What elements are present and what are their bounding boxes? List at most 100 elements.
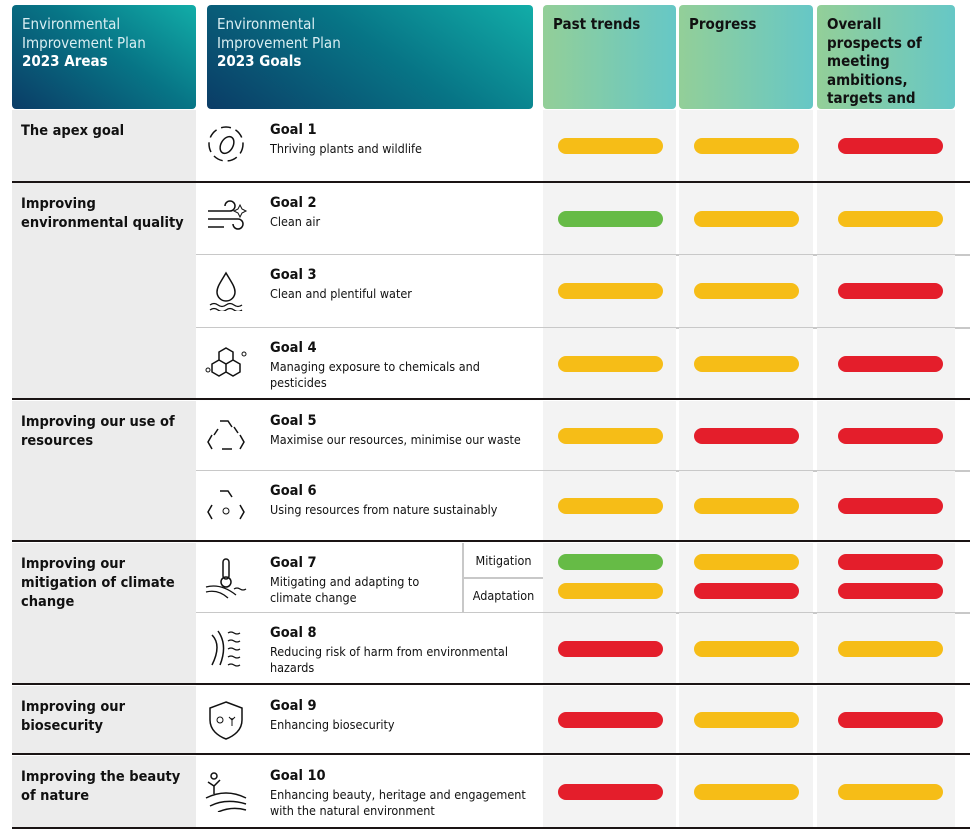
- thermometer-icon: [205, 558, 247, 599]
- status-pill-red: [838, 355, 943, 372]
- sub-goal-label: Adaptation: [462, 578, 543, 612]
- area-label: Improving our use of resources: [12, 401, 196, 541]
- status-pill-amber: [558, 427, 663, 444]
- goal-description: Mitigating and adapting to climate chang…: [270, 574, 420, 605]
- landscape-icon: [205, 772, 247, 812]
- status-pill-amber: [694, 640, 799, 657]
- status-pill-amber: [558, 583, 663, 600]
- hazards-icon: [211, 630, 241, 667]
- area-divider: [12, 181, 970, 183]
- recycle-icon: [207, 420, 245, 450]
- goal-description: Reducing risk of harm from environmental…: [270, 644, 508, 675]
- area-label: Improving environmental quality: [12, 183, 196, 399]
- header-text: 2023 Areas: [22, 52, 108, 70]
- goal-title: Goal 8: [270, 625, 317, 641]
- status-pill-amber: [558, 355, 663, 372]
- header-text: Improvement Plan: [22, 33, 146, 52]
- status-pill-red: [838, 138, 943, 154]
- goal-description: Thriving plants and wildlife: [270, 141, 422, 156]
- goal-title: Goal 6: [270, 483, 317, 499]
- goal-title: Goal 9: [270, 698, 317, 714]
- status-pill-amber: [838, 210, 943, 227]
- status-pill-amber: [838, 784, 943, 800]
- goal-cell: Goal 3 Clean and plentiful water: [196, 255, 543, 327]
- status-pill-green: [558, 210, 663, 227]
- status-pill-red: [838, 583, 943, 600]
- status-pill-amber: [694, 554, 799, 571]
- status-pill-red: [838, 554, 943, 571]
- recycle-nature-icon: [207, 490, 245, 520]
- status-pill-red: [558, 712, 663, 728]
- goal-cell: Goal 5 Maximise our resources, minimise …: [196, 401, 543, 470]
- goal-cell: Goal 9 Enhancing biosecurity: [196, 686, 543, 754]
- goal-title: Goal 1: [270, 122, 317, 138]
- status-pill-red: [838, 283, 943, 299]
- goal-title: Goal 10: [270, 768, 326, 784]
- header-past-trends: Past trends: [543, 5, 676, 109]
- header-progress: Progress: [679, 5, 813, 109]
- status-pill-amber: [558, 138, 663, 154]
- divider: [462, 577, 543, 579]
- goal-title: Goal 2: [270, 195, 317, 211]
- status-pill-amber: [694, 138, 799, 154]
- status-pill-amber: [694, 498, 799, 514]
- goal-title: Goal 4: [270, 340, 317, 356]
- area-label: The apex goal: [12, 110, 196, 182]
- goal-cell: Goal 1 Thriving plants and wildlife: [196, 110, 543, 182]
- status-pill-amber: [694, 784, 799, 800]
- goal-cell: Goal 4 Managing exposure to chemicals an…: [196, 328, 543, 399]
- status-pill-amber: [558, 283, 663, 299]
- area-divider: [12, 827, 970, 829]
- goal-title: Goal 5: [270, 413, 317, 429]
- area-divider: [12, 683, 970, 685]
- status-pill-amber: [558, 498, 663, 514]
- area-divider: [12, 753, 970, 755]
- water-drop-icon: [209, 271, 243, 311]
- goal-cell: Goal 10 Enhancing beauty, heritage and e…: [196, 756, 543, 828]
- area-divider: [12, 398, 970, 400]
- header-text: 2023 Goals: [217, 52, 302, 70]
- area-label: Improving the beauty of nature: [12, 756, 196, 828]
- goal-description: Enhancing beauty, heritage and engagemen…: [270, 787, 526, 818]
- status-pill-amber: [694, 283, 799, 299]
- goal-description: Enhancing biosecurity: [270, 717, 395, 732]
- status-pill-green: [558, 554, 663, 571]
- area-label: Improving our mitigation of climate chan…: [12, 543, 196, 684]
- status-pill-amber: [694, 210, 799, 227]
- status-pill-red: [838, 427, 943, 444]
- goal-cell: Goal 7 Mitigating and adapting to climat…: [196, 543, 461, 612]
- goal-description: Clean air: [270, 214, 321, 229]
- goal-cell: Goal 2 Clean air: [196, 183, 543, 254]
- header-overall-prospects: Overall prospects of meeting ambitions, …: [817, 5, 955, 126]
- goal-title: Goal 3: [270, 267, 317, 283]
- status-pill-amber: [694, 355, 799, 372]
- goal-title: Goal 7: [270, 555, 317, 571]
- goal-cell: Goal 6 Using resources from nature susta…: [196, 471, 543, 541]
- header-text: Environmental: [217, 15, 316, 33]
- biosecurity-shield-icon: [209, 701, 243, 740]
- header-text: Environmental: [22, 15, 121, 33]
- header-areas: Environmental Improvement Plan 2023 Area…: [12, 5, 196, 109]
- chemicals-icon: [205, 347, 247, 377]
- clean-air-icon: [208, 200, 248, 230]
- sub-goal-label: Mitigation: [462, 543, 543, 577]
- status-pill-red: [838, 498, 943, 514]
- goal-cell: Goal 8 Reducing risk of harm from enviro…: [196, 613, 543, 684]
- status-pill-red: [558, 640, 663, 657]
- header-goals: Environmental Improvement Plan 2023 Goal…: [207, 5, 533, 109]
- status-pill-red: [694, 583, 799, 600]
- status-pill-red: [558, 784, 663, 800]
- area-divider: [12, 540, 970, 542]
- goal-description: Maximise our resources, minimise our was…: [270, 432, 521, 447]
- status-pill-amber: [838, 640, 943, 657]
- wildlife-icon: [208, 126, 244, 162]
- area-label: Improving our biosecurity: [12, 686, 196, 754]
- status-pill-red: [838, 712, 943, 728]
- goal-description: Clean and plentiful water: [270, 286, 412, 301]
- header-text: Improvement Plan: [217, 33, 341, 52]
- goal-description: Using resources from nature sustainably: [270, 502, 498, 517]
- goal-description: Managing exposure to chemicals and pesti…: [270, 359, 480, 390]
- status-pill-red: [694, 427, 799, 444]
- status-pill-amber: [694, 712, 799, 728]
